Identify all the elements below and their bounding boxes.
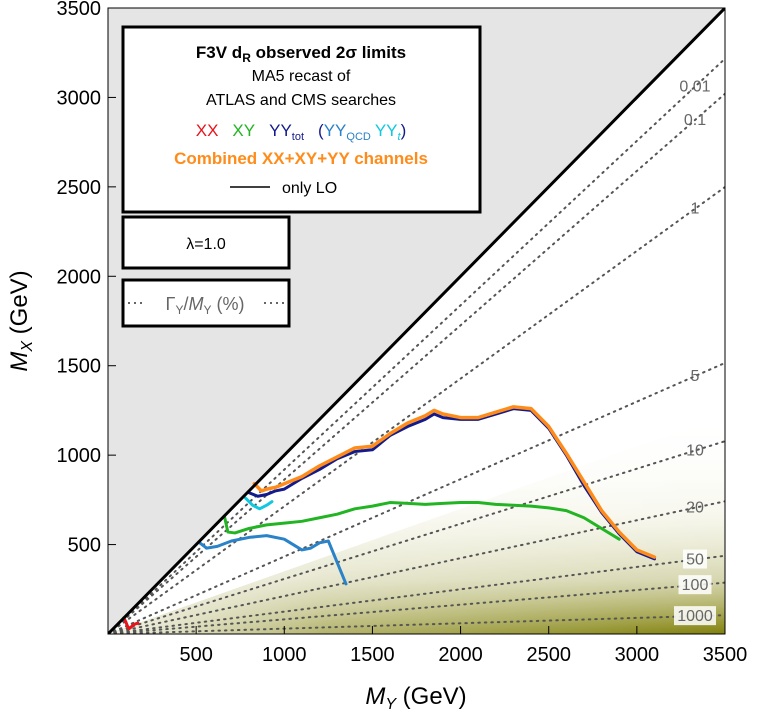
x-tick-label-2000: 2000 <box>438 644 483 666</box>
width-contour-1000 <box>108 614 725 634</box>
width-contour-label-1: 1 <box>691 201 700 218</box>
x-tick-label-2500: 2500 <box>526 644 571 666</box>
legend-title: F3V dR observed 2σ limits <box>196 43 406 65</box>
curve-xx <box>122 616 140 631</box>
curve-yy-t <box>244 496 274 511</box>
y-tick-label-1000: 1000 <box>57 445 102 467</box>
width-contour-label-1000: 1000 <box>677 608 713 625</box>
curve-yy-qcd <box>198 534 348 586</box>
width-contour-20 <box>108 500 725 634</box>
width-contour-label-0.1: 0.1 <box>684 112 706 129</box>
plot-frame <box>107 7 726 635</box>
width-legend-box: ΓY/MY (%) <box>121 278 291 328</box>
x-axis-ticks: 500 1000 1500 2000 2500 3000 3500 <box>179 626 747 666</box>
x-axis-label: MY (GeV) <box>365 683 466 713</box>
width-contour-label-5: 5 <box>691 368 700 385</box>
x-tick-label-500: 500 <box>179 644 212 666</box>
width-contour-label-10: 10 <box>686 443 704 460</box>
width-contour-label-50: 50 <box>686 552 704 569</box>
y-tick-label-3000: 3000 <box>57 87 102 109</box>
x-tick-label-3500: 3500 <box>703 644 748 666</box>
width-contour-0.01 <box>108 57 725 634</box>
y-axis-ticks: 500 1000 1500 2000 2500 3000 3500 <box>57 0 116 557</box>
y-axis-label: MX (GeV) <box>6 270 36 371</box>
lambda-label: λ=1.0 <box>186 236 226 253</box>
width-contour-10 <box>108 440 725 634</box>
y-tick-label-2500: 2500 <box>57 177 102 199</box>
x-tick-label-1500: 1500 <box>350 644 395 666</box>
width-contour-100 <box>108 581 725 634</box>
curve-xy <box>222 501 621 541</box>
y-tick-label-500: 500 <box>68 535 101 557</box>
y-tick-label-2000: 2000 <box>57 266 102 288</box>
legend-line1: MA5 recast of <box>252 68 351 85</box>
curve-combined <box>252 405 657 559</box>
x-tick-label-3000: 3000 <box>615 644 660 666</box>
legend-box: F3V dR observed 2σ limits MA5 recast of … <box>121 25 482 214</box>
width-contour-label-100: 100 <box>682 577 709 594</box>
width-contour-50 <box>108 554 725 634</box>
width-contour-label-bg-1000 <box>674 606 716 626</box>
legend-channels: XX XY YYtot (YYQCD YYt) <box>196 121 407 143</box>
width-contour-label-0.01: 0.01 <box>679 79 710 96</box>
diagonal-line <box>108 8 725 634</box>
legend-combined: Combined XX+XY+YY channels <box>174 149 428 168</box>
y-tick-label-3500: 3500 <box>57 0 102 20</box>
width-shading-fade <box>108 414 725 634</box>
width-contours <box>108 57 725 634</box>
width-contour-label-bg-100 <box>678 575 712 595</box>
x-tick-label-1000: 1000 <box>262 644 307 666</box>
width-legend-label: ΓY/MY (%) <box>166 294 245 317</box>
width-contour-label-bg-50 <box>683 549 707 569</box>
width-contour-5 <box>108 361 725 634</box>
y-tick-label-1500: 1500 <box>57 356 102 378</box>
width-contour-label-20: 20 <box>686 500 704 517</box>
limit-curves <box>122 405 657 631</box>
legend-line2: ATLAS and CMS searches <box>206 92 396 109</box>
legend-only-lo: only LO <box>282 180 337 197</box>
lambda-box: λ=1.0 <box>121 215 291 270</box>
width-contour-0.1 <box>108 92 725 634</box>
width-contour-labels: 0.01 0.1 1 5 10 20 50 100 1000 <box>674 79 716 626</box>
